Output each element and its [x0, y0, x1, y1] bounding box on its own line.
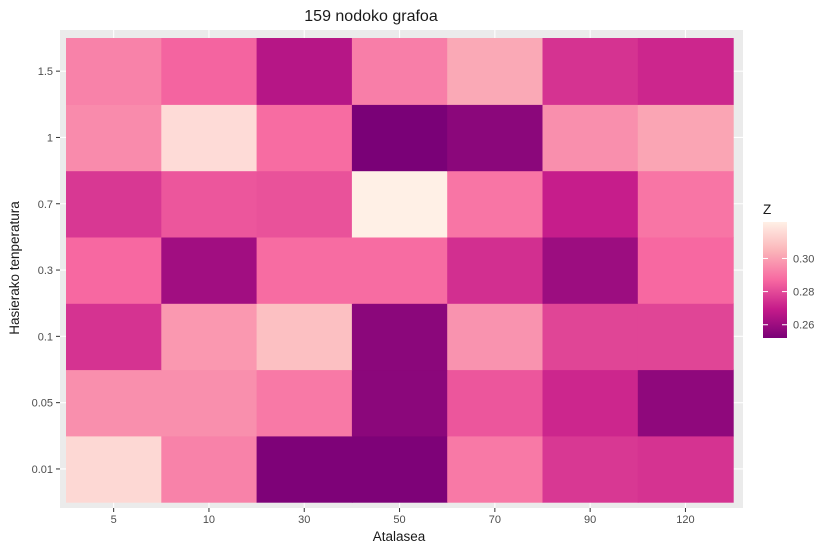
heatmap-cell-0.3-70 — [447, 236, 544, 304]
heatmap-cell-0.1-120 — [637, 303, 734, 371]
legend-tick-label: 0.30 — [793, 253, 814, 265]
heatmap-cell-0.01-50 — [351, 435, 448, 503]
y-tick-label: 0.01 — [32, 464, 53, 476]
heatmap-cell-0.3-5 — [66, 236, 162, 304]
heatmap-cell-0.01-5 — [66, 435, 162, 503]
x-axis-ticks: 5 10 30 50 70 90 120 — [111, 508, 695, 526]
heatmap-cell-0.01-120 — [637, 435, 734, 503]
y-tick-label: 1.5 — [38, 66, 53, 78]
x-tick-label: 10 — [203, 514, 215, 526]
heatmap-cell-0.3-90 — [542, 236, 639, 304]
heatmap-cell-1.5-10 — [161, 38, 258, 105]
heatmap-cell-0.3-30 — [256, 236, 353, 304]
color-legend: Z 0.26 0.28 0.30 — [763, 202, 814, 338]
y-tick-label: 0.7 — [38, 199, 53, 211]
x-tick-label: 30 — [298, 514, 310, 526]
x-tick-label: 70 — [489, 514, 501, 526]
x-axis-title: Atalasea — [373, 529, 426, 544]
y-tick-label: 0.3 — [38, 265, 53, 277]
heatmap-cell-1-30 — [256, 104, 353, 172]
legend-tick-label: 0.26 — [793, 320, 814, 332]
legend-title: Z — [763, 202, 771, 217]
heatmap-cell-0.1-50 — [351, 303, 448, 371]
heatmap-cell-0.01-90 — [542, 435, 639, 503]
heatmap-cell-1.5-120 — [637, 38, 734, 105]
y-tick-label: 0.1 — [38, 331, 53, 343]
heatmap-cell-0.1-30 — [256, 303, 353, 371]
heatmap-cell-0.05-10 — [161, 369, 258, 437]
heatmap-cell-0.05-50 — [351, 369, 448, 437]
x-tick-label: 120 — [676, 514, 694, 526]
heatmap-cell-0.3-120 — [637, 236, 734, 304]
heatmap-cell-0.01-10 — [161, 435, 258, 503]
heatmap-cell-0.1-10 — [161, 303, 258, 371]
heatmap-cell-0.05-90 — [542, 369, 639, 437]
x-tick-label: 5 — [111, 514, 117, 526]
legend-ticks: 0.26 0.28 0.30 — [763, 253, 814, 332]
heatmap-cell-0.05-30 — [256, 369, 353, 437]
heatmap-cell-1-90 — [542, 104, 639, 172]
heatmap-cell-0.3-10 — [161, 236, 258, 304]
heatmap-cell-1.5-5 — [66, 38, 162, 105]
y-tick-label: 1 — [47, 132, 53, 144]
heatmap-cell-1.5-50 — [351, 38, 448, 105]
heatmap-cell-0.3-50 — [351, 236, 448, 304]
heatmap-cell-0.05-120 — [637, 369, 734, 437]
heatmap-cell-1-70 — [447, 104, 544, 172]
heatmap-cell-0.1-90 — [542, 303, 639, 371]
heatmap-cell-0.7-70 — [447, 170, 544, 238]
heatmap-cell-1.5-90 — [542, 38, 639, 105]
legend-colorbar — [763, 222, 787, 338]
heatmap-cell-0.7-90 — [542, 170, 639, 238]
heatmap-cell-0.7-120 — [637, 170, 734, 238]
heatmap-cell-1.5-30 — [256, 38, 353, 105]
heatmap-cell-0.1-70 — [447, 303, 544, 371]
heatmap-cell-1-5 — [66, 104, 162, 172]
heatmap-cell-0.7-30 — [256, 170, 353, 238]
heatmap-cell-0.05-5 — [66, 369, 162, 437]
heatmap-cell-0.1-5 — [66, 303, 162, 371]
heatmap-cell-0.7-10 — [161, 170, 258, 238]
heatmap-cell-1.5-70 — [447, 38, 544, 105]
heatmap-cells — [66, 38, 734, 503]
heatmap-cell-1-10 — [161, 104, 258, 172]
x-tick-label: 90 — [584, 514, 596, 526]
legend-tick-label: 0.28 — [793, 287, 814, 299]
heatmap-cell-0.7-5 — [66, 170, 162, 238]
heatmap-cell-0.05-70 — [447, 369, 544, 437]
heatmap-cell-1-120 — [637, 104, 734, 172]
y-tick-label: 0.05 — [32, 398, 53, 410]
heatmap-cell-1-50 — [351, 104, 448, 172]
heatmap-cell-0.01-30 — [256, 435, 353, 503]
x-tick-label: 50 — [393, 514, 405, 526]
chart-title: 159 nodoko grafoa — [304, 8, 438, 25]
heatmap-cell-0.01-70 — [447, 435, 544, 503]
y-axis-title: Hasierako tenperatura — [7, 201, 22, 335]
heatmap-cell-0.7-50 — [351, 170, 448, 238]
y-axis-ticks: 0.01 0.05 0.1 0.3 0.7 1 1.5 — [32, 66, 60, 476]
